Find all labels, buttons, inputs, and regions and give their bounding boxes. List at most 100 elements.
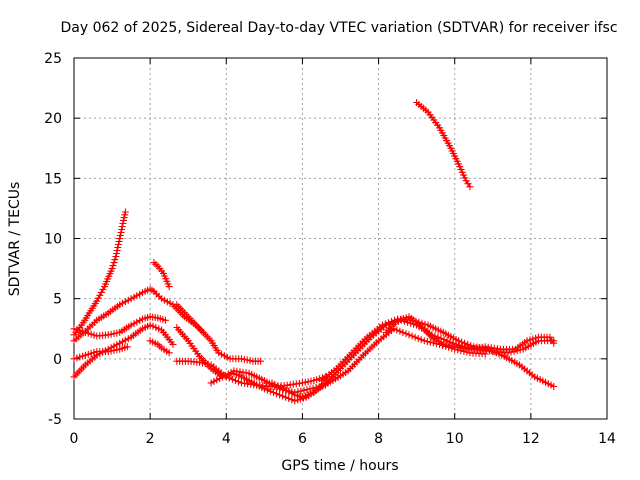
series-track-6 <box>146 337 173 357</box>
data-point <box>443 337 451 345</box>
data-point <box>123 343 131 351</box>
data-point <box>266 387 274 395</box>
y-tick-label: -5 <box>48 412 62 428</box>
series-track-2 <box>70 285 207 345</box>
x-axis-title: GPS time / hours <box>281 458 398 474</box>
y-tick-label: 20 <box>44 111 62 127</box>
data-point <box>282 386 290 394</box>
data-point <box>121 298 129 306</box>
data-point <box>405 331 413 339</box>
data-point <box>119 338 126 346</box>
data-point <box>298 393 306 401</box>
data-point <box>285 388 293 396</box>
data-point <box>121 208 129 216</box>
data-point <box>113 247 121 254</box>
data-point <box>270 389 277 396</box>
data-point <box>277 383 284 391</box>
x-tick-label: 8 <box>374 431 383 447</box>
data-point <box>285 395 293 402</box>
data-point <box>504 349 512 357</box>
data-point <box>94 294 102 302</box>
data-point <box>109 262 117 270</box>
tick-layer: 0 2 4 6 8 10 12 14 -5 0 5 10 15 20 25 <box>44 51 616 447</box>
data-point <box>532 334 540 342</box>
series-track-5 <box>70 343 131 363</box>
data-point <box>282 393 290 401</box>
data-point <box>97 288 105 296</box>
data-point <box>228 375 236 383</box>
data-point <box>165 349 173 357</box>
data-point <box>133 292 141 300</box>
data-point <box>114 241 122 248</box>
x-tick-label: 12 <box>522 431 540 447</box>
data-point <box>273 390 280 398</box>
data-point <box>119 299 126 307</box>
data-point <box>161 316 169 324</box>
data-point <box>304 391 312 399</box>
series-track-14 <box>382 313 558 353</box>
x-tick-label: 2 <box>146 431 155 447</box>
data-point <box>149 322 157 330</box>
data-point <box>218 350 225 358</box>
data-point <box>307 377 315 385</box>
data-point <box>298 379 306 387</box>
data-point <box>381 320 389 328</box>
data-point <box>113 346 121 354</box>
series-line <box>73 211 127 336</box>
data-point <box>165 283 173 291</box>
grid-layer <box>74 58 607 419</box>
data-point <box>434 333 442 341</box>
data-point <box>121 336 129 344</box>
data-point <box>408 332 416 340</box>
x-tick-label: 6 <box>298 431 307 447</box>
data-point <box>446 338 454 346</box>
data-point <box>107 347 115 355</box>
series-track-4 <box>70 321 177 381</box>
data-point <box>166 299 174 307</box>
data-point <box>423 338 431 345</box>
data-point <box>216 374 224 382</box>
data-point <box>276 391 284 399</box>
series-layer <box>70 99 558 405</box>
data-point <box>99 286 107 293</box>
data-point <box>420 337 428 345</box>
data-point <box>81 328 89 336</box>
data-point <box>417 336 425 344</box>
data-point <box>108 265 116 273</box>
data-point <box>221 372 229 380</box>
series-track-1 <box>70 208 129 339</box>
data-point <box>385 319 392 327</box>
series-track-3 <box>70 313 169 340</box>
data-point <box>394 316 402 324</box>
data-point <box>550 339 558 347</box>
data-point <box>112 253 120 260</box>
data-point <box>399 328 407 336</box>
x-tick-label: 4 <box>222 431 231 447</box>
data-point <box>291 397 299 405</box>
data-point <box>396 327 404 335</box>
data-point <box>87 330 95 338</box>
y-tick-label: 25 <box>44 51 62 67</box>
data-point <box>196 358 204 366</box>
data-point <box>127 295 135 303</box>
data-point <box>225 374 233 382</box>
series-track-13 <box>318 315 558 390</box>
data-point <box>243 356 251 364</box>
data-point <box>303 386 311 394</box>
data-point <box>426 338 434 346</box>
series-track-8 <box>173 301 265 365</box>
series-track-11 <box>207 325 489 405</box>
data-point <box>307 390 315 398</box>
y-tick-label: 10 <box>44 232 62 248</box>
x-tick-label: 0 <box>70 431 79 447</box>
data-point <box>260 385 268 393</box>
data-point <box>464 340 472 348</box>
y-tick-label: 0 <box>53 352 62 368</box>
data-point <box>461 339 469 347</box>
data-point <box>201 360 209 368</box>
data-point <box>235 378 242 386</box>
data-point <box>114 244 122 251</box>
data-point <box>399 315 407 322</box>
data-point <box>110 259 118 267</box>
